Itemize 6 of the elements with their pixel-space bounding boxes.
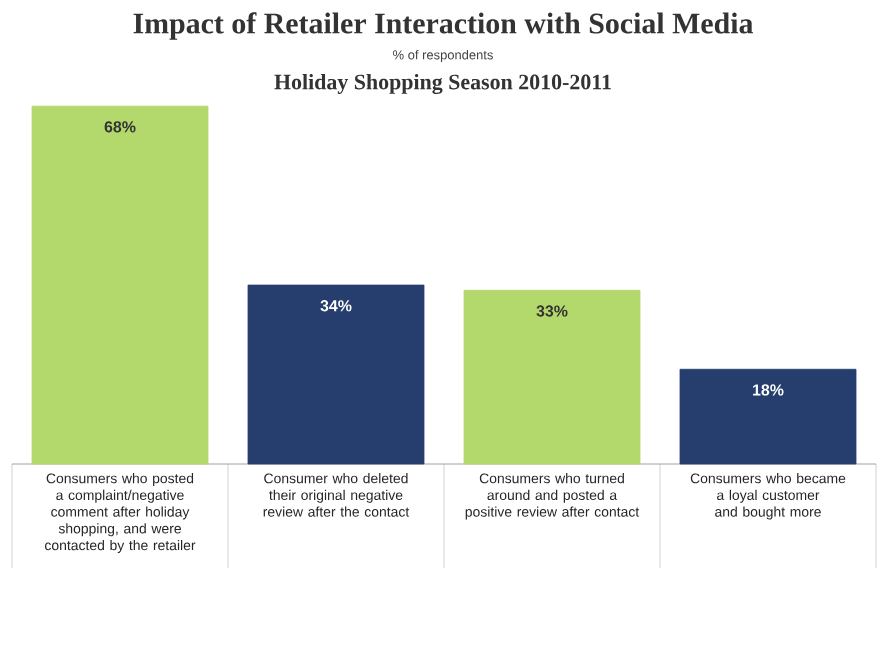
bar [31,105,209,465]
bar [463,289,641,465]
bar [247,284,425,465]
chart-subtitle: Holiday Shopping Season 2010-2011 [274,73,611,95]
chart-title: Impact of Retailer Interaction with Social Media [133,12,754,40]
bar [679,368,857,465]
